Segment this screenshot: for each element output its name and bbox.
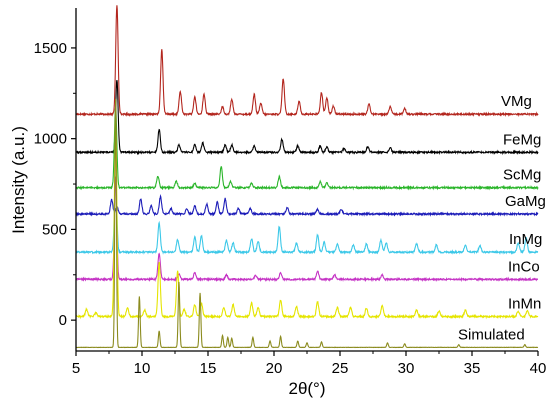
y-tick-label: 1000 (34, 131, 67, 148)
series-label-vmg: VMg (501, 93, 532, 110)
y-tick-label: 500 (42, 221, 67, 238)
series-line-scmg (75, 106, 539, 191)
axes (75, 8, 538, 352)
series-label-inco: InCo (508, 258, 540, 275)
x-tick-label: 5 (72, 360, 80, 377)
series-line-inco (75, 176, 539, 283)
y-tick-label: 0 (59, 312, 67, 329)
series-traces (75, 5, 539, 349)
series-line-simulated (75, 98, 539, 349)
series-label-inmg: InMg (509, 231, 542, 248)
x-tick-label: 40 (530, 360, 547, 377)
x-tick-label: 35 (464, 360, 481, 377)
x-tick-label: 20 (266, 360, 283, 377)
x-tick-label: 30 (398, 360, 415, 377)
y-ticks: 0 500 1000 1500 (34, 40, 76, 329)
series-label-simulated: Simulated (458, 326, 525, 343)
series-line-femg (75, 79, 539, 156)
series-label-gamg: GaMg (505, 193, 546, 210)
y-tick-label: 1500 (34, 40, 67, 57)
x-tick-label: 10 (134, 360, 151, 377)
x-axis-title: 2θ(°) (288, 379, 325, 398)
x-tick-label: 15 (200, 360, 217, 377)
series-line-inmg (75, 176, 539, 255)
y-axis-title: Intensity (a.u.) (9, 126, 28, 234)
series-line-gamg (75, 194, 539, 217)
series-line-vmg (75, 5, 539, 118)
series-label-inmn: InMn (508, 296, 541, 313)
x-ticks: 5 10 15 20 25 30 35 40 (72, 351, 547, 377)
x-tick-label: 25 (332, 360, 349, 377)
series-labels: VMg FeMg ScMg GaMg InMg InCo InMn Simulated (458, 93, 546, 343)
series-label-femg: FeMg (503, 131, 541, 148)
series-line-inmn (75, 118, 539, 320)
series-label-scmg: ScMg (503, 167, 541, 184)
